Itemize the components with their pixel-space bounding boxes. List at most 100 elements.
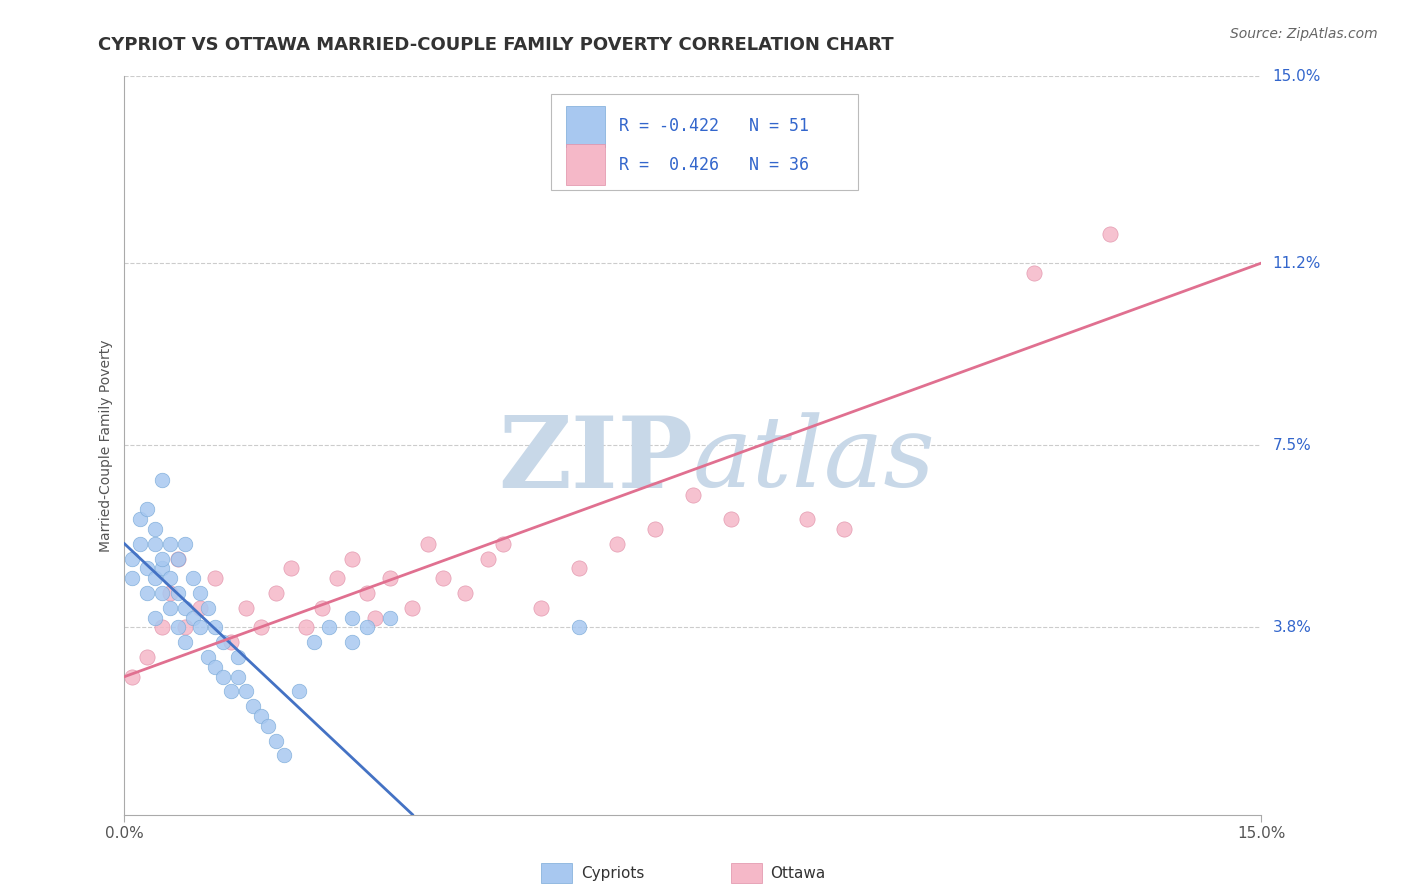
Point bbox=[197, 600, 219, 615]
Point bbox=[295, 620, 318, 634]
Point bbox=[568, 561, 591, 575]
Point bbox=[159, 537, 181, 551]
Point bbox=[188, 600, 211, 615]
Point bbox=[174, 635, 197, 649]
Text: Source: ZipAtlas.com: Source: ZipAtlas.com bbox=[1230, 27, 1378, 41]
Point bbox=[121, 670, 143, 684]
Point bbox=[136, 586, 159, 600]
Point bbox=[204, 571, 226, 585]
Point bbox=[212, 670, 235, 684]
Point bbox=[257, 719, 280, 733]
Point bbox=[143, 537, 166, 551]
Point bbox=[174, 600, 197, 615]
Point bbox=[188, 586, 211, 600]
Point bbox=[454, 586, 477, 600]
Point bbox=[242, 699, 264, 714]
Point bbox=[150, 561, 173, 575]
FancyBboxPatch shape bbox=[551, 95, 858, 191]
Point bbox=[644, 522, 666, 536]
Text: ZIP: ZIP bbox=[498, 411, 693, 508]
Point bbox=[287, 684, 309, 698]
Point bbox=[121, 571, 143, 585]
Point bbox=[181, 571, 204, 585]
Text: CYPRIOT VS OTTAWA MARRIED-COUPLE FAMILY POVERTY CORRELATION CHART: CYPRIOT VS OTTAWA MARRIED-COUPLE FAMILY … bbox=[98, 36, 894, 54]
Point bbox=[264, 586, 287, 600]
Point bbox=[159, 600, 181, 615]
Point bbox=[150, 586, 173, 600]
Bar bbox=[565, 106, 606, 146]
Point bbox=[197, 650, 219, 665]
Point bbox=[159, 571, 181, 585]
Point bbox=[280, 561, 302, 575]
Point bbox=[174, 620, 197, 634]
Point bbox=[136, 561, 159, 575]
Point bbox=[204, 660, 226, 674]
Point bbox=[150, 551, 173, 566]
Point bbox=[219, 635, 242, 649]
Point bbox=[188, 620, 211, 634]
Point bbox=[530, 600, 553, 615]
Point bbox=[302, 635, 325, 649]
Point bbox=[226, 650, 249, 665]
Point bbox=[796, 512, 818, 526]
Point bbox=[311, 600, 333, 615]
Point bbox=[1022, 266, 1045, 280]
Point bbox=[143, 571, 166, 585]
Text: atlas: atlas bbox=[693, 412, 935, 508]
Point bbox=[432, 571, 454, 585]
Point bbox=[166, 551, 188, 566]
Point bbox=[416, 537, 439, 551]
Point bbox=[128, 512, 150, 526]
Point bbox=[143, 610, 166, 624]
Point bbox=[378, 571, 401, 585]
Point bbox=[128, 537, 150, 551]
Point bbox=[235, 684, 257, 698]
Text: R =  0.426   N = 36: R = 0.426 N = 36 bbox=[619, 155, 808, 174]
Text: 11.2%: 11.2% bbox=[1272, 256, 1320, 270]
Point bbox=[174, 537, 197, 551]
Point bbox=[401, 600, 423, 615]
Point bbox=[250, 620, 273, 634]
Point bbox=[606, 537, 628, 551]
Point bbox=[1098, 227, 1121, 241]
Point bbox=[219, 684, 242, 698]
Point bbox=[834, 522, 856, 536]
Text: Cypriots: Cypriots bbox=[581, 866, 644, 880]
Point bbox=[318, 620, 340, 634]
Point bbox=[136, 650, 159, 665]
Point bbox=[250, 709, 273, 723]
Point bbox=[150, 473, 173, 487]
Point bbox=[181, 610, 204, 624]
Point bbox=[166, 551, 188, 566]
Point bbox=[136, 502, 159, 516]
Point bbox=[720, 512, 742, 526]
Point bbox=[166, 620, 188, 634]
Point bbox=[159, 586, 181, 600]
Point bbox=[568, 620, 591, 634]
Point bbox=[150, 620, 173, 634]
Point bbox=[212, 635, 235, 649]
Text: 15.0%: 15.0% bbox=[1272, 69, 1320, 84]
Bar bbox=[565, 145, 606, 185]
Text: Ottawa: Ottawa bbox=[770, 866, 825, 880]
Point bbox=[235, 600, 257, 615]
Point bbox=[492, 537, 515, 551]
Point bbox=[226, 670, 249, 684]
Point bbox=[340, 635, 363, 649]
Point bbox=[121, 551, 143, 566]
Point bbox=[273, 748, 295, 763]
Point bbox=[340, 610, 363, 624]
Point bbox=[264, 733, 287, 747]
Text: 7.5%: 7.5% bbox=[1272, 438, 1310, 453]
Point bbox=[682, 487, 704, 501]
Point bbox=[363, 610, 385, 624]
Point bbox=[166, 586, 188, 600]
Point bbox=[204, 620, 226, 634]
Text: R = -0.422   N = 51: R = -0.422 N = 51 bbox=[619, 117, 808, 136]
Point bbox=[378, 610, 401, 624]
Point bbox=[477, 551, 499, 566]
Point bbox=[356, 586, 378, 600]
Text: 3.8%: 3.8% bbox=[1272, 620, 1312, 635]
Point bbox=[340, 551, 363, 566]
Point bbox=[325, 571, 347, 585]
